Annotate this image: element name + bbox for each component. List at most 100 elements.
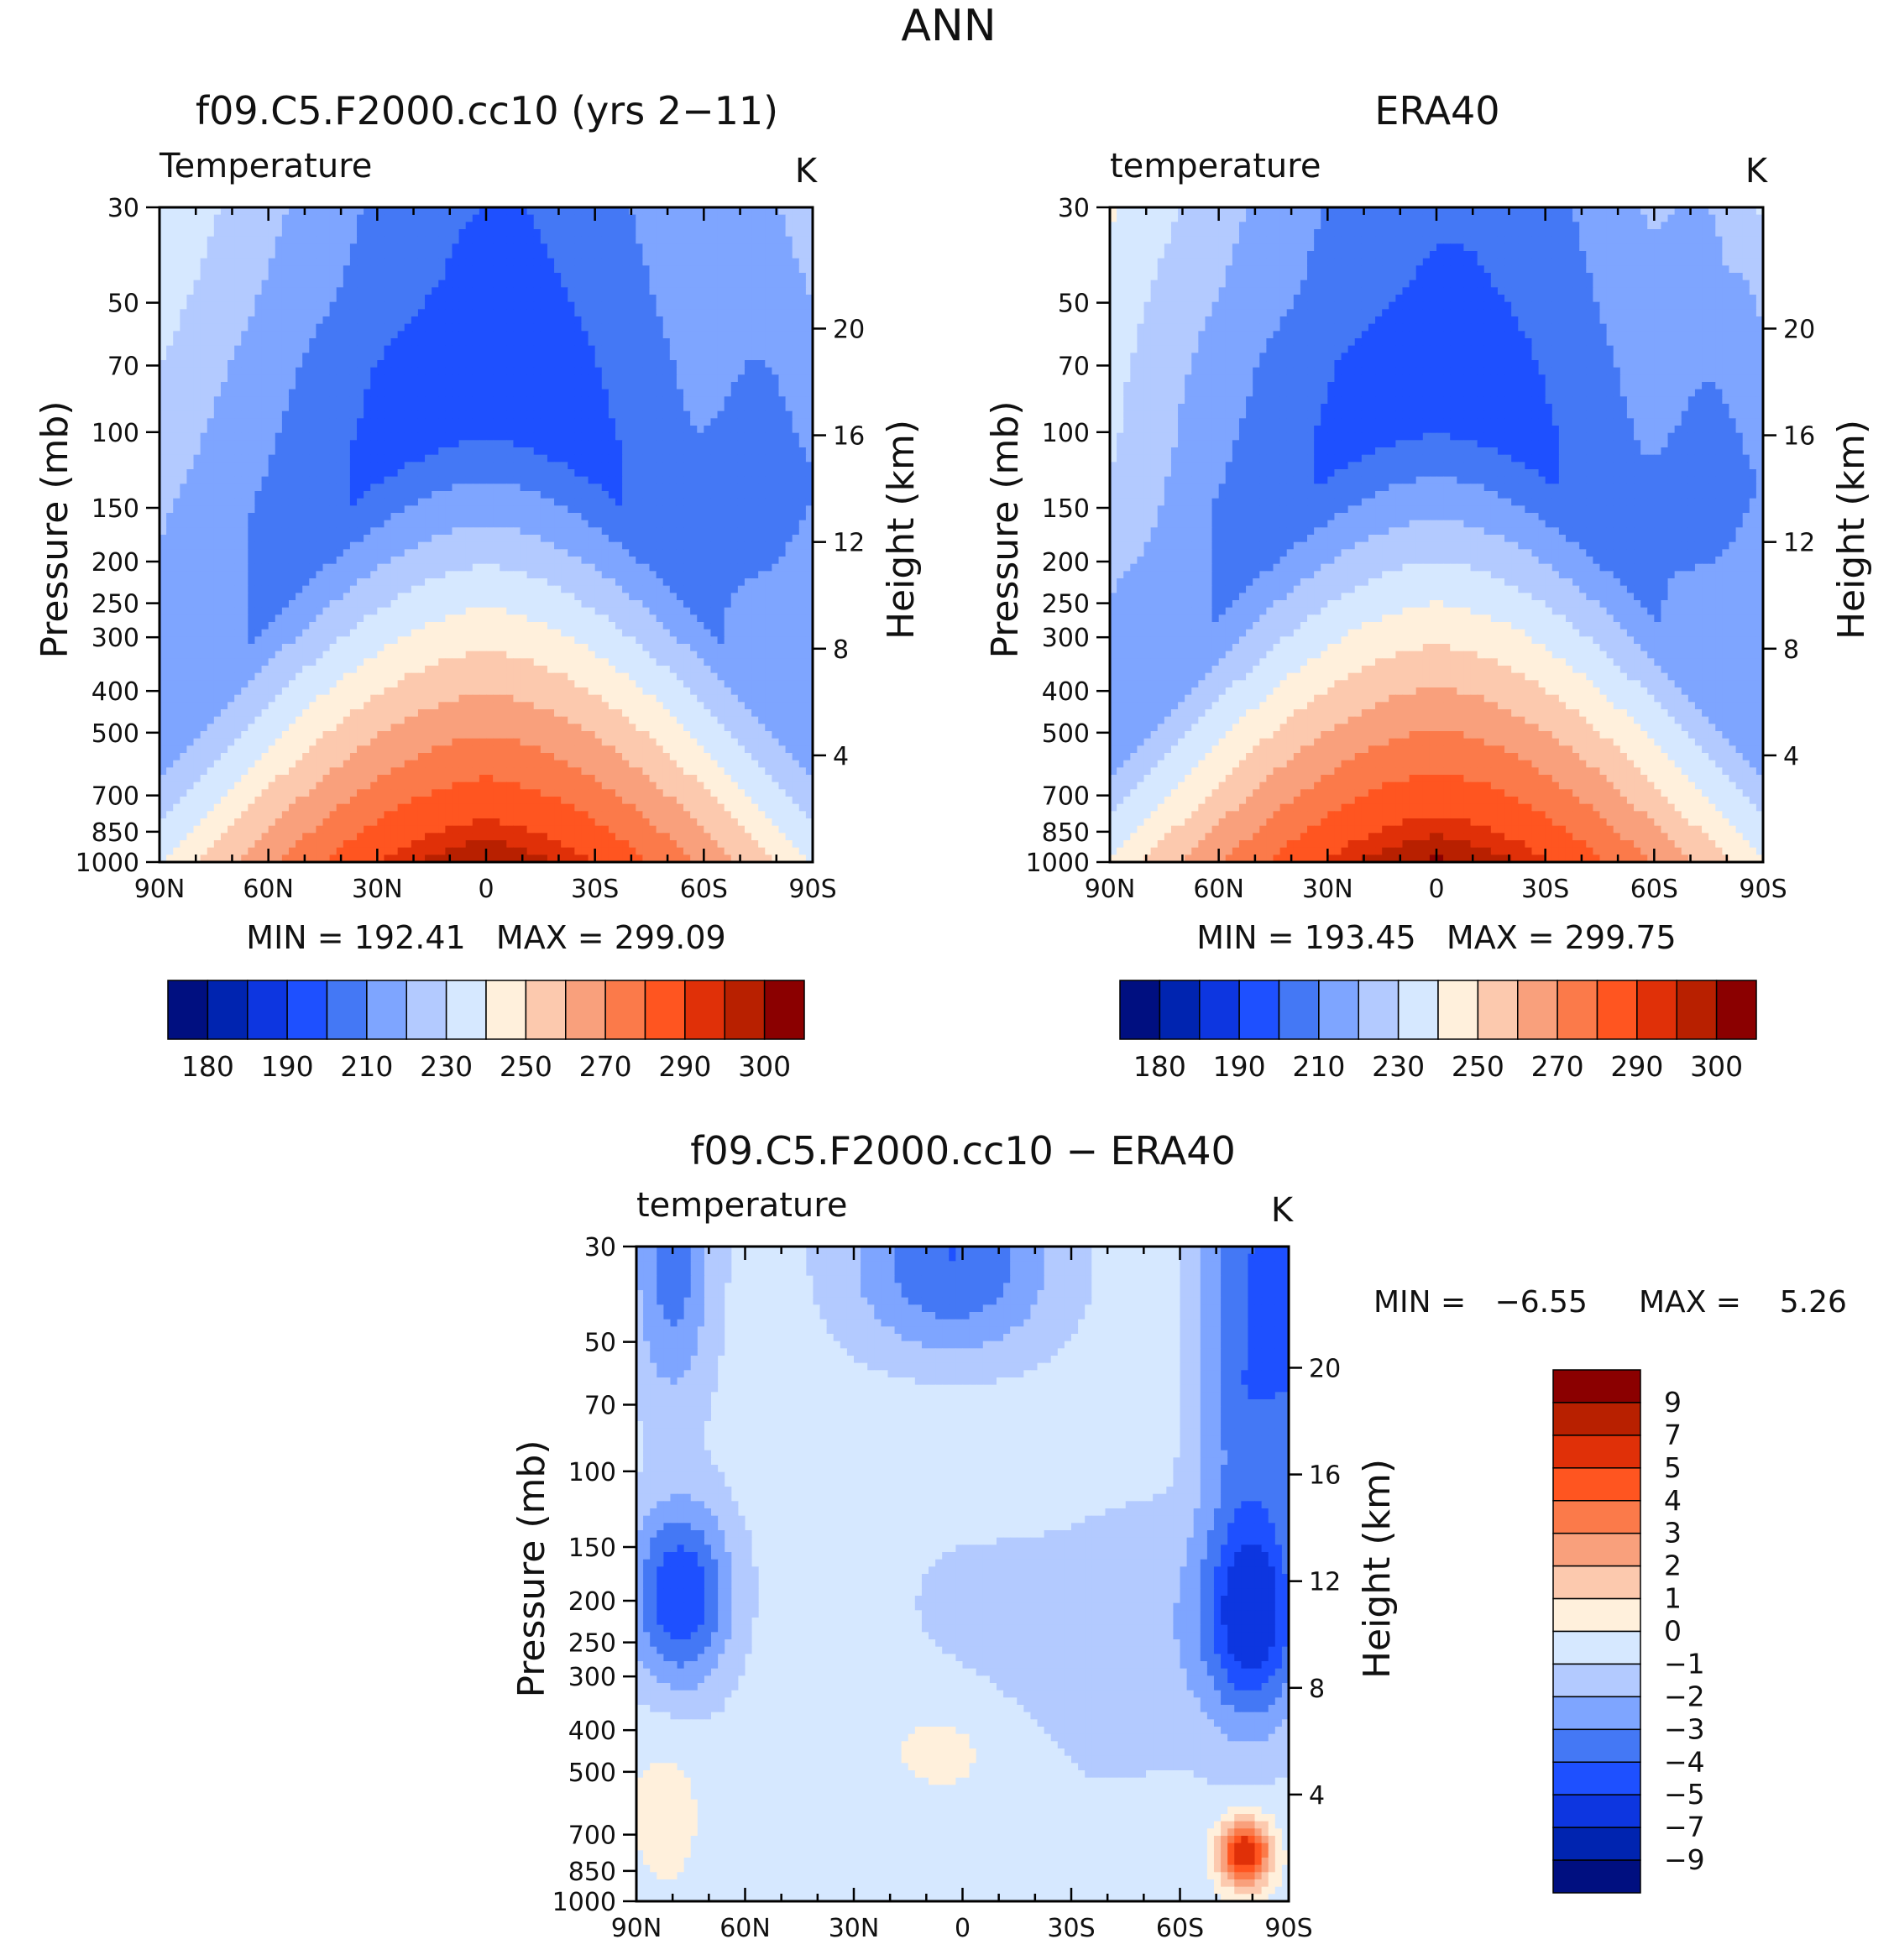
contour-cell [601,578,610,587]
contour-cell [349,513,358,521]
contour-cell [268,222,276,230]
contour-cell [737,273,746,281]
contour-cell [561,258,568,266]
contour-cell [730,251,739,259]
contour-cell [173,338,181,347]
contour-cell [438,462,446,470]
contour-cell [601,440,610,448]
contour-cell [288,447,296,456]
contour-cell [547,404,555,412]
contour-cell [432,236,439,244]
contour-cell [636,273,643,281]
contour-cell [479,476,487,484]
contour-cell [472,360,480,368]
contour-cell [397,367,405,375]
contour-cell [417,483,426,492]
contour-cell [690,483,698,492]
contour-cell [384,557,392,565]
contour-cell [601,222,610,230]
contour-cell [207,251,215,259]
contour-cell [288,258,296,266]
contour-cell [710,454,719,463]
contour-cell [241,505,249,514]
contour-cell [220,549,228,557]
contour-cell [629,287,636,295]
contour-cell [608,236,616,244]
contour-cell [798,331,807,339]
contour-cell [540,273,548,281]
contour-cell [574,505,583,514]
contour-cell [737,258,746,266]
contour-cell [506,432,515,441]
contour-cell [540,222,548,230]
contour-cell [547,353,555,361]
contour-cell [724,505,732,514]
contour-cell [261,578,269,587]
contour-cell [574,462,583,470]
contour-cell [364,265,371,274]
contour-cell [316,345,324,353]
contour-cell [629,418,636,426]
contour-cell [417,404,426,412]
contour-cell [588,280,596,288]
contour-cell [186,476,195,484]
contour-cell [241,404,249,412]
contour-cell [568,207,575,216]
contour-cell [581,410,589,419]
contour-cell [636,396,643,405]
contour-cell [364,243,371,252]
contour-cell [438,374,446,383]
contour-cell [329,535,337,543]
contour-cell [581,563,589,572]
contour-cell [594,287,603,295]
contour-cell [261,265,269,274]
contour-cell [186,207,195,216]
contour-cell [486,214,494,222]
contour-cell [656,389,664,397]
contour-cell [458,513,467,521]
contour-cell [465,222,473,230]
contour-cell [445,520,453,528]
contour-cell [445,491,453,499]
contour-cell [417,389,426,397]
contour-cell [186,404,195,412]
contour-cell [765,447,772,456]
contour-cell [336,563,344,572]
contour-cell [160,454,167,463]
contour-cell [425,498,432,506]
contour-cell [500,396,507,405]
contour-cell [173,498,181,506]
contour-cell [805,360,814,368]
contour-cell [662,578,671,587]
contour-cell [744,505,752,514]
contour-cell [296,382,303,390]
contour-cell [704,520,712,528]
contour-cell [717,251,725,259]
contour-cell [669,367,678,375]
contour-cell [417,265,426,274]
contour-cell [302,491,310,499]
contour-cell [778,229,787,238]
contour-cell [676,527,684,536]
contour-cell [486,389,494,397]
contour-cell [656,426,664,434]
contour-cell [662,309,671,317]
contour-cell [404,360,412,368]
contour-cell [662,410,671,419]
contour-cell [554,309,562,317]
contour-cell [547,265,555,274]
contour-cell [425,462,432,470]
contour-cell [322,280,331,288]
contour-cell [730,273,739,281]
contour-cell [785,462,793,470]
contour-cell [506,295,515,303]
contour-cell [357,520,364,528]
contour-cell [268,527,276,536]
contour-cell [526,316,535,325]
contour-cell [228,323,235,332]
contour-cell [364,557,371,565]
contour-cell [526,396,535,405]
contour-cell [676,295,684,303]
contour-cell [275,265,283,274]
contour-cell [683,505,691,514]
